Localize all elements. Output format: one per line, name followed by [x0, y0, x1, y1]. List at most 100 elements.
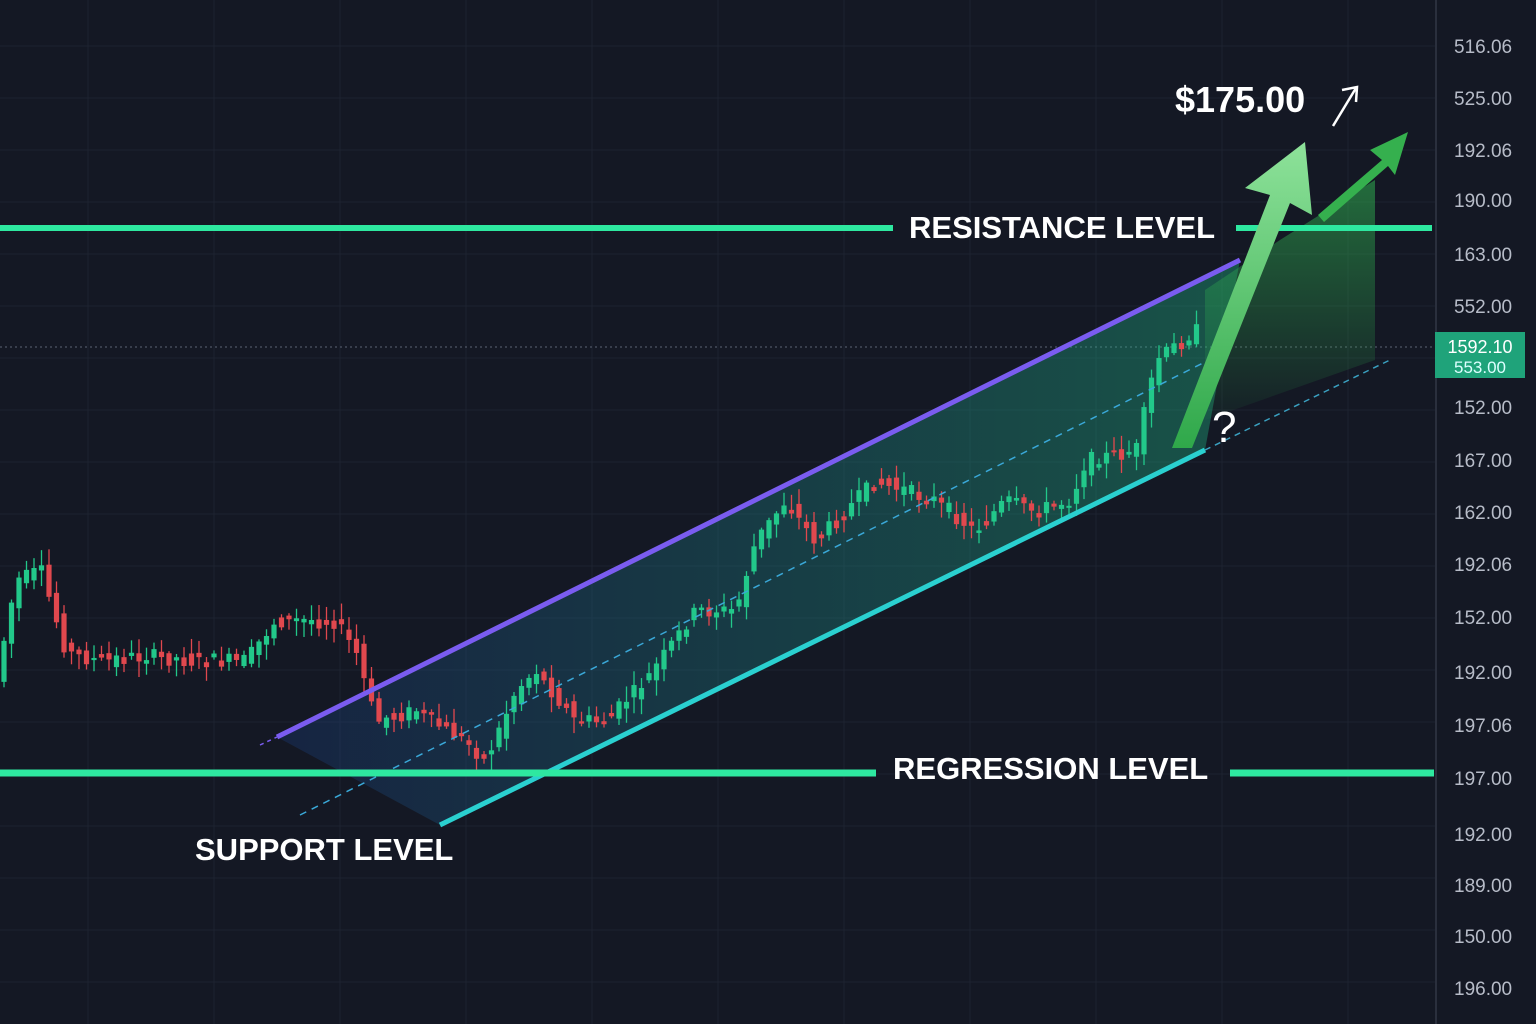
- candle-body: [953, 513, 960, 525]
- candle-body: [826, 521, 832, 536]
- price-axis-label: 196.00: [1454, 979, 1512, 1000]
- candle-body: [571, 701, 577, 718]
- price-axis-label: 192.06: [1454, 141, 1512, 162]
- candle-body: [923, 500, 930, 505]
- candle-body: [1141, 407, 1147, 455]
- candle-body: [931, 496, 937, 502]
- candle-body: [811, 522, 817, 544]
- candle-body: [166, 653, 172, 666]
- candle-body: [346, 629, 352, 640]
- price-axis-label: 197.00: [1454, 769, 1512, 790]
- candle-body: [1186, 340, 1192, 346]
- candle-body: [226, 653, 232, 662]
- candle-body: [316, 619, 322, 629]
- candle-body: [511, 695, 517, 713]
- candle-body: [586, 715, 592, 722]
- candle-body: [1178, 343, 1185, 350]
- candle-body: [128, 652, 135, 656]
- candle-body: [886, 478, 892, 486]
- candle-body: [818, 534, 825, 539]
- candle-body: [1163, 346, 1170, 358]
- candle-body: [706, 607, 712, 617]
- candle-body: [256, 641, 262, 656]
- candle-body: [578, 721, 585, 724]
- candle-body: [106, 653, 112, 660]
- candle-body: [263, 636, 270, 645]
- candle-body: [946, 502, 952, 513]
- candle-body: [428, 712, 435, 715]
- candle-body: [533, 674, 540, 685]
- candle-body: [856, 490, 862, 502]
- candle-body: [601, 721, 607, 725]
- price-axis-label: 163.00: [1454, 245, 1512, 266]
- candle-body: [458, 733, 465, 737]
- candle-body: [548, 677, 555, 698]
- candle-body: [481, 754, 487, 759]
- candle-body: [646, 673, 652, 681]
- price-tag: [1435, 332, 1525, 378]
- candle-body: [473, 747, 480, 759]
- candle-body: [916, 491, 922, 500]
- candle-body: [211, 653, 217, 658]
- candle-body: [413, 711, 420, 720]
- price-axis-label: 192.06: [1454, 555, 1512, 576]
- candle-body: [353, 638, 360, 653]
- target-arrow-icon: [1331, 85, 1359, 127]
- candle-body: [556, 688, 562, 706]
- candle-body: [1066, 505, 1072, 508]
- candle-body: [1, 640, 7, 682]
- candle-body: [893, 477, 900, 490]
- candle-body: [683, 629, 690, 637]
- candle-body: [53, 592, 60, 623]
- candle-body: [623, 701, 630, 709]
- candle-body: [286, 615, 292, 620]
- candle-body: [653, 663, 660, 681]
- candle-body: [1148, 377, 1155, 413]
- candle-body: [1126, 451, 1132, 455]
- candle-body: [466, 740, 472, 745]
- candle-body: [736, 599, 742, 607]
- candle-body: [616, 701, 622, 719]
- candle-body: [781, 505, 787, 515]
- candle-body: [1081, 470, 1087, 488]
- price-tag-top: 1592.10: [1447, 337, 1512, 357]
- projection-area: [1205, 180, 1375, 420]
- price-axis-label: 152.00: [1454, 608, 1512, 629]
- candle-body: [1073, 488, 1080, 504]
- candle-body: [991, 511, 997, 522]
- candle-body: [1118, 449, 1125, 460]
- candle-body: [181, 657, 187, 667]
- candle-body: [721, 606, 727, 612]
- price-axis-label: 152.00: [1454, 398, 1512, 419]
- candle-body: [173, 657, 180, 661]
- candle-body: [391, 713, 397, 720]
- candle-body: [406, 707, 412, 721]
- price-axis-label: 552.00: [1454, 297, 1512, 318]
- candle-body: [691, 607, 697, 621]
- candle-body: [878, 478, 885, 485]
- candle-body: [113, 655, 120, 668]
- candle-body: [788, 509, 795, 514]
- candle-body: [308, 619, 315, 625]
- candle-body: [1036, 513, 1042, 518]
- question-mark: ?: [1212, 403, 1236, 452]
- candle-body: [728, 609, 735, 614]
- candle-body: [61, 613, 67, 653]
- candle-body: [158, 651, 165, 658]
- candle-body: [773, 513, 780, 525]
- candle-body: [338, 619, 345, 625]
- candle-body: [961, 512, 967, 526]
- channel-lower: [438, 447, 1207, 828]
- candle-body: [8, 602, 15, 644]
- candle-body: [863, 482, 870, 502]
- price-tag-bottom: 553.00: [1454, 358, 1506, 377]
- candle-body: [901, 486, 907, 495]
- price-axis-label: 192.00: [1454, 825, 1512, 846]
- candle-body: [1006, 496, 1012, 503]
- candle-body: [98, 654, 105, 658]
- regression-label: REGRESSION LEVEL: [893, 751, 1208, 786]
- candle-body: [698, 607, 705, 611]
- candle-body: [361, 643, 367, 679]
- candle-body: [841, 516, 847, 521]
